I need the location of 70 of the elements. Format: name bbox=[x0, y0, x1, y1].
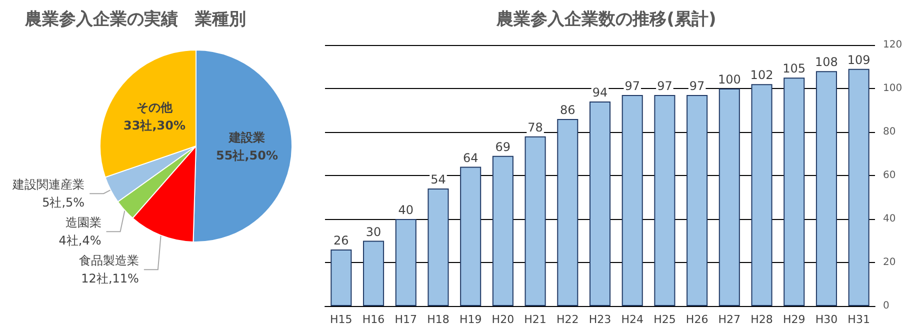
data-label: 108 bbox=[815, 55, 838, 70]
bar bbox=[848, 68, 870, 306]
bar bbox=[460, 166, 482, 306]
bar bbox=[395, 219, 416, 306]
data-label: 30 bbox=[366, 224, 382, 239]
bar bbox=[751, 84, 772, 306]
data-label: 40 bbox=[398, 203, 414, 217]
x-tick-label: H19 bbox=[459, 313, 482, 326]
data-label: 5社,5% bbox=[42, 196, 85, 210]
data-label: 86 bbox=[560, 102, 576, 117]
data-label: 97 bbox=[624, 79, 640, 94]
slice-label: 造園業 bbox=[65, 216, 102, 230]
bar bbox=[492, 156, 514, 306]
y-tick-label: 40 bbox=[883, 214, 896, 224]
data-label: 69 bbox=[495, 140, 511, 154]
x-tick-label: H30 bbox=[815, 313, 838, 326]
y-tick-label: 0 bbox=[883, 300, 890, 312]
data-label: 12社,11% bbox=[81, 272, 139, 286]
bar bbox=[816, 71, 837, 306]
data-label: 109 bbox=[847, 52, 870, 67]
data-label: 94 bbox=[592, 86, 608, 100]
slice-label: 建設業 bbox=[228, 130, 265, 145]
x-tick-label: H18 bbox=[427, 313, 450, 326]
bar bbox=[363, 240, 384, 306]
x-tick-label: H31 bbox=[848, 313, 870, 326]
x-tick-label: H17 bbox=[394, 313, 418, 326]
chart-title: 農業参入企業数の推移(累計) bbox=[496, 10, 716, 30]
x-tick-label: H27 bbox=[718, 313, 741, 326]
x-tick-label: H15 bbox=[330, 313, 352, 326]
x-tick-label: H23 bbox=[588, 313, 612, 326]
y-tick-label: 20 bbox=[883, 257, 896, 268]
y-tick-label: 80 bbox=[883, 126, 896, 138]
data-label: 55社,50% bbox=[216, 148, 278, 163]
slice-label: その他 bbox=[136, 100, 174, 114]
x-tick-label: H22 bbox=[556, 313, 579, 326]
bar bbox=[622, 95, 643, 306]
y-tick-label: 100 bbox=[883, 83, 902, 94]
data-label: 97 bbox=[689, 79, 705, 94]
x-tick-label: H29 bbox=[782, 313, 806, 326]
slice-label: 食品製造業 bbox=[78, 254, 139, 268]
x-tick-label: H26 bbox=[686, 313, 708, 326]
data-label: 102 bbox=[750, 68, 774, 82]
bar bbox=[557, 118, 578, 306]
bar bbox=[330, 249, 352, 306]
bar bbox=[654, 95, 676, 306]
bar bbox=[589, 102, 611, 306]
data-label: 54 bbox=[430, 172, 446, 187]
x-tick-label: H21 bbox=[524, 313, 546, 326]
y-tick-label: 120 bbox=[883, 40, 902, 50]
bar bbox=[784, 78, 805, 306]
data-label: 100 bbox=[718, 72, 741, 86]
bar bbox=[428, 188, 449, 306]
bar bbox=[686, 95, 708, 306]
x-tick-label: H24 bbox=[621, 313, 644, 326]
bar bbox=[718, 88, 740, 306]
bar bbox=[524, 136, 546, 306]
data-label: 97 bbox=[657, 79, 672, 94]
x-tick-label: H16 bbox=[362, 313, 385, 326]
slice-label: 建設関連産業 bbox=[12, 178, 85, 192]
data-label: 105 bbox=[782, 62, 806, 76]
data-label: 64 bbox=[462, 150, 478, 165]
x-tick-label: H25 bbox=[654, 313, 676, 326]
data-label: 26 bbox=[334, 233, 349, 248]
data-label: 4社,4% bbox=[58, 234, 102, 248]
y-tick-label: 60 bbox=[883, 170, 896, 181]
x-tick-label: H28 bbox=[750, 313, 773, 326]
x-tick-label: H20 bbox=[492, 313, 514, 326]
data-label: 78 bbox=[528, 120, 543, 134]
chart-title: 農業参入企業の実績 業種別 bbox=[24, 10, 246, 30]
data-label: 33社,30% bbox=[123, 118, 186, 132]
